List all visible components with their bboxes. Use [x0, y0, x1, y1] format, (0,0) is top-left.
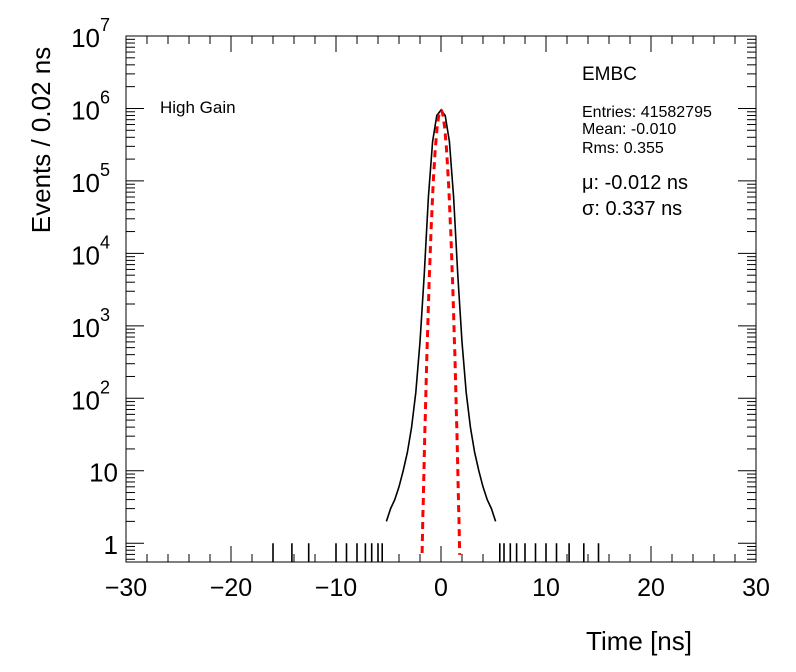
histogram-title: EMBC	[582, 64, 637, 85]
x-tick-label: 30	[742, 574, 770, 602]
histogram-line	[272, 108, 600, 562]
x-tick-label: −30	[105, 574, 147, 602]
stats-mean: Mean: -0.010	[582, 121, 676, 138]
y-tick-label: 10	[89, 458, 118, 488]
y-tick-exponent: 6	[100, 87, 110, 107]
y-tick-exponent: 4	[100, 232, 110, 252]
x-tick-label: 0	[434, 574, 448, 602]
y-tick-base: 10	[71, 313, 100, 343]
y-tick-base: 10	[71, 23, 100, 53]
x-axis-ticks: −30 −20 −10 0 10 20 30	[105, 36, 770, 602]
plot-area	[272, 108, 600, 562]
y-tick-base: 10	[71, 168, 100, 198]
fit-sigma-label: σ: 0.337 ns	[582, 198, 682, 220]
y-tick-exponent: 7	[100, 15, 110, 35]
y-tick-exponent: 2	[100, 377, 110, 397]
gain-annotation: High Gain	[160, 98, 236, 117]
y-tick-label: 10 3	[71, 305, 110, 343]
x-axis-label: Time [ns]	[586, 626, 692, 656]
y-tick-label: 1	[104, 530, 118, 560]
stats-rms: Rms: 0.355	[582, 140, 664, 157]
y-tick-label: 10 6	[71, 87, 110, 125]
y-tick-exponent: 3	[100, 305, 110, 325]
x-tick-label: −10	[315, 574, 357, 602]
fit-mu-label: μ: -0.012 ns	[582, 172, 688, 194]
y-tick-base: 10	[71, 95, 100, 125]
y-tick-base: 10	[89, 458, 118, 488]
y-axis-label: Events / 0.02 ns	[26, 47, 56, 233]
stats-entries: Entries: 41582795	[582, 104, 712, 121]
y-tick-base: 10	[71, 385, 100, 415]
y-tick-label: 10 2	[71, 377, 110, 415]
gaussian-fit-line	[420, 108, 462, 555]
y-tick-label: 10 7	[71, 15, 110, 53]
y-tick-base: 1	[104, 530, 118, 560]
y-tick-label: 10 4	[71, 232, 110, 270]
x-tick-label: −20	[210, 574, 252, 602]
x-tick-label: 10	[532, 574, 560, 602]
x-tick-label: 20	[637, 574, 665, 602]
y-tick-exponent: 5	[100, 160, 110, 180]
y-tick-label: 10 5	[71, 160, 110, 198]
y-tick-base: 10	[71, 240, 100, 270]
